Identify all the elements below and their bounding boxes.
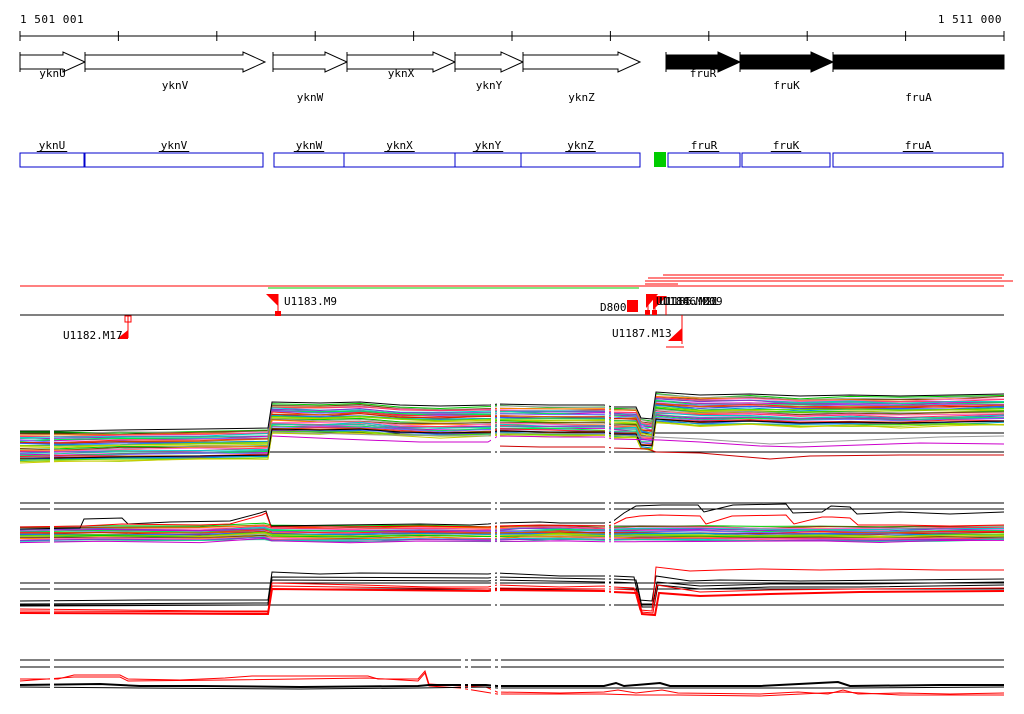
gene-arrow-yknV[interactable] <box>84 51 267 73</box>
track-line <box>19 536 1005 543</box>
track-gap <box>50 498 54 548</box>
track-envelope-line <box>20 391 1005 432</box>
marker-label-d800[interactable]: D800 <box>600 301 627 314</box>
marker-flag[interactable] <box>266 294 278 306</box>
gene-box-yknZ[interactable] <box>520 152 641 168</box>
track-gap <box>491 562 495 622</box>
track-gap <box>468 652 471 706</box>
gene-box-label-fruA: fruA <box>905 139 932 152</box>
gene-arrow-yknX[interactable] <box>346 51 457 73</box>
gene-box-yknY[interactable] <box>454 152 522 168</box>
track-gap <box>498 652 501 706</box>
track-series-line <box>19 512 1005 528</box>
marker-label-u1183-m9[interactable]: U1183.M9 <box>284 295 337 308</box>
gene-box-yknW[interactable] <box>273 152 345 168</box>
gene-arrow-label-fruK: fruK <box>773 79 800 92</box>
gene-box-label-yknV: yknV <box>161 139 188 152</box>
track-gap <box>611 498 614 548</box>
gene-arrow-fruR[interactable] <box>665 51 742 73</box>
track-gap <box>605 388 609 463</box>
gene-arrow-yknY[interactable] <box>454 51 525 73</box>
gene-box-label-yknU: yknU <box>39 139 66 152</box>
marker-label-u1182-m17[interactable]: U1182.M17 <box>63 329 123 342</box>
marker-flag[interactable] <box>668 328 682 341</box>
gene-box-label-fruR: fruR <box>691 139 718 152</box>
track-gap <box>497 562 500 622</box>
region-start-coordinate: 1 501 001 <box>20 13 85 26</box>
track-gap <box>611 388 614 463</box>
marker-label-u1184-m20[interactable]: U1184.M20 <box>656 295 716 308</box>
track-series-line <box>19 671 1004 697</box>
track-gap <box>491 388 495 463</box>
marker-label-u1185-m21[interactable]: U1185.M21 <box>659 295 719 308</box>
gene-box-fruA[interactable] <box>832 152 1004 168</box>
track-line <box>19 529 1005 535</box>
track-line <box>19 529 1005 535</box>
green-feature-box[interactable] <box>654 152 666 167</box>
track-line <box>19 537 1005 544</box>
track-gap <box>50 562 54 622</box>
marker-flag[interactable] <box>653 296 667 310</box>
gene-arrow-label-yknV: yknV <box>162 79 189 92</box>
track-gap <box>605 498 609 548</box>
track-series-line <box>19 680 1004 689</box>
track-series-line <box>19 579 1005 608</box>
gene-arrow-label-yknU: yknU <box>39 67 66 80</box>
marker-label-u1186-m19[interactable]: U1186.M19 <box>663 295 723 308</box>
track-gap <box>491 498 495 548</box>
gene-arrow-label-yknX: yknX <box>388 67 415 80</box>
track-line <box>19 421 1005 464</box>
gene-box-label-yknZ: yknZ <box>567 139 594 152</box>
gene-arrow-yknU[interactable] <box>19 51 87 73</box>
track-gap <box>50 652 54 706</box>
gene-arrow-label-yknW: yknW <box>297 91 324 104</box>
gene-box-label-yknY: yknY <box>475 139 502 152</box>
track-line <box>19 532 1005 538</box>
track-series-line <box>19 576 1005 605</box>
track-series-line <box>20 669 1005 695</box>
gene-arrow-yknZ[interactable] <box>522 51 642 73</box>
marker-square[interactable] <box>627 300 638 312</box>
gene-box-label-fruK: fruK <box>773 139 800 152</box>
gene-box-label-yknX: yknX <box>386 139 413 152</box>
gene-box-yknU[interactable] <box>19 152 85 168</box>
gene-box-yknX[interactable] <box>343 152 456 168</box>
gene-box-fruR[interactable] <box>667 152 741 168</box>
gene-arrow-label-fruA: fruA <box>905 91 932 104</box>
gene-arrow-label-fruR: fruR <box>690 67 717 80</box>
gene-box-yknV[interactable] <box>84 152 264 168</box>
gene-arrow-label-yknY: yknY <box>476 79 503 92</box>
track-gap <box>461 652 465 706</box>
marker-flag[interactable] <box>117 330 128 339</box>
track-gap <box>611 562 614 622</box>
gene-arrow-fruK[interactable] <box>739 51 835 73</box>
gene-box-fruK[interactable] <box>741 152 831 168</box>
track-gap <box>497 498 500 548</box>
track-gap <box>50 388 54 463</box>
track-envelope-line <box>20 418 1005 459</box>
track-series-line <box>19 686 1005 690</box>
gene-arrow-yknW[interactable] <box>272 51 349 73</box>
track-gap <box>497 388 500 463</box>
marker-square[interactable] <box>645 310 650 315</box>
marker-square[interactable] <box>124 315 132 323</box>
track-series-line <box>19 587 1005 617</box>
marker-label-u1187-m13[interactable]: U1187.M13 <box>612 327 672 340</box>
track-series-line <box>19 584 1005 614</box>
track-series-line <box>496 445 1004 460</box>
marker-square[interactable] <box>652 310 657 315</box>
marker-square[interactable] <box>275 311 281 316</box>
track-gap <box>605 562 609 622</box>
region-end-coordinate: 1 511 000 <box>937 13 1002 26</box>
gene-arrow-fruA[interactable] <box>832 54 1005 70</box>
gene-box-label-yknW: yknW <box>296 139 323 152</box>
track-gap <box>491 652 495 706</box>
gene-arrow-label-yknZ: yknZ <box>568 91 595 104</box>
